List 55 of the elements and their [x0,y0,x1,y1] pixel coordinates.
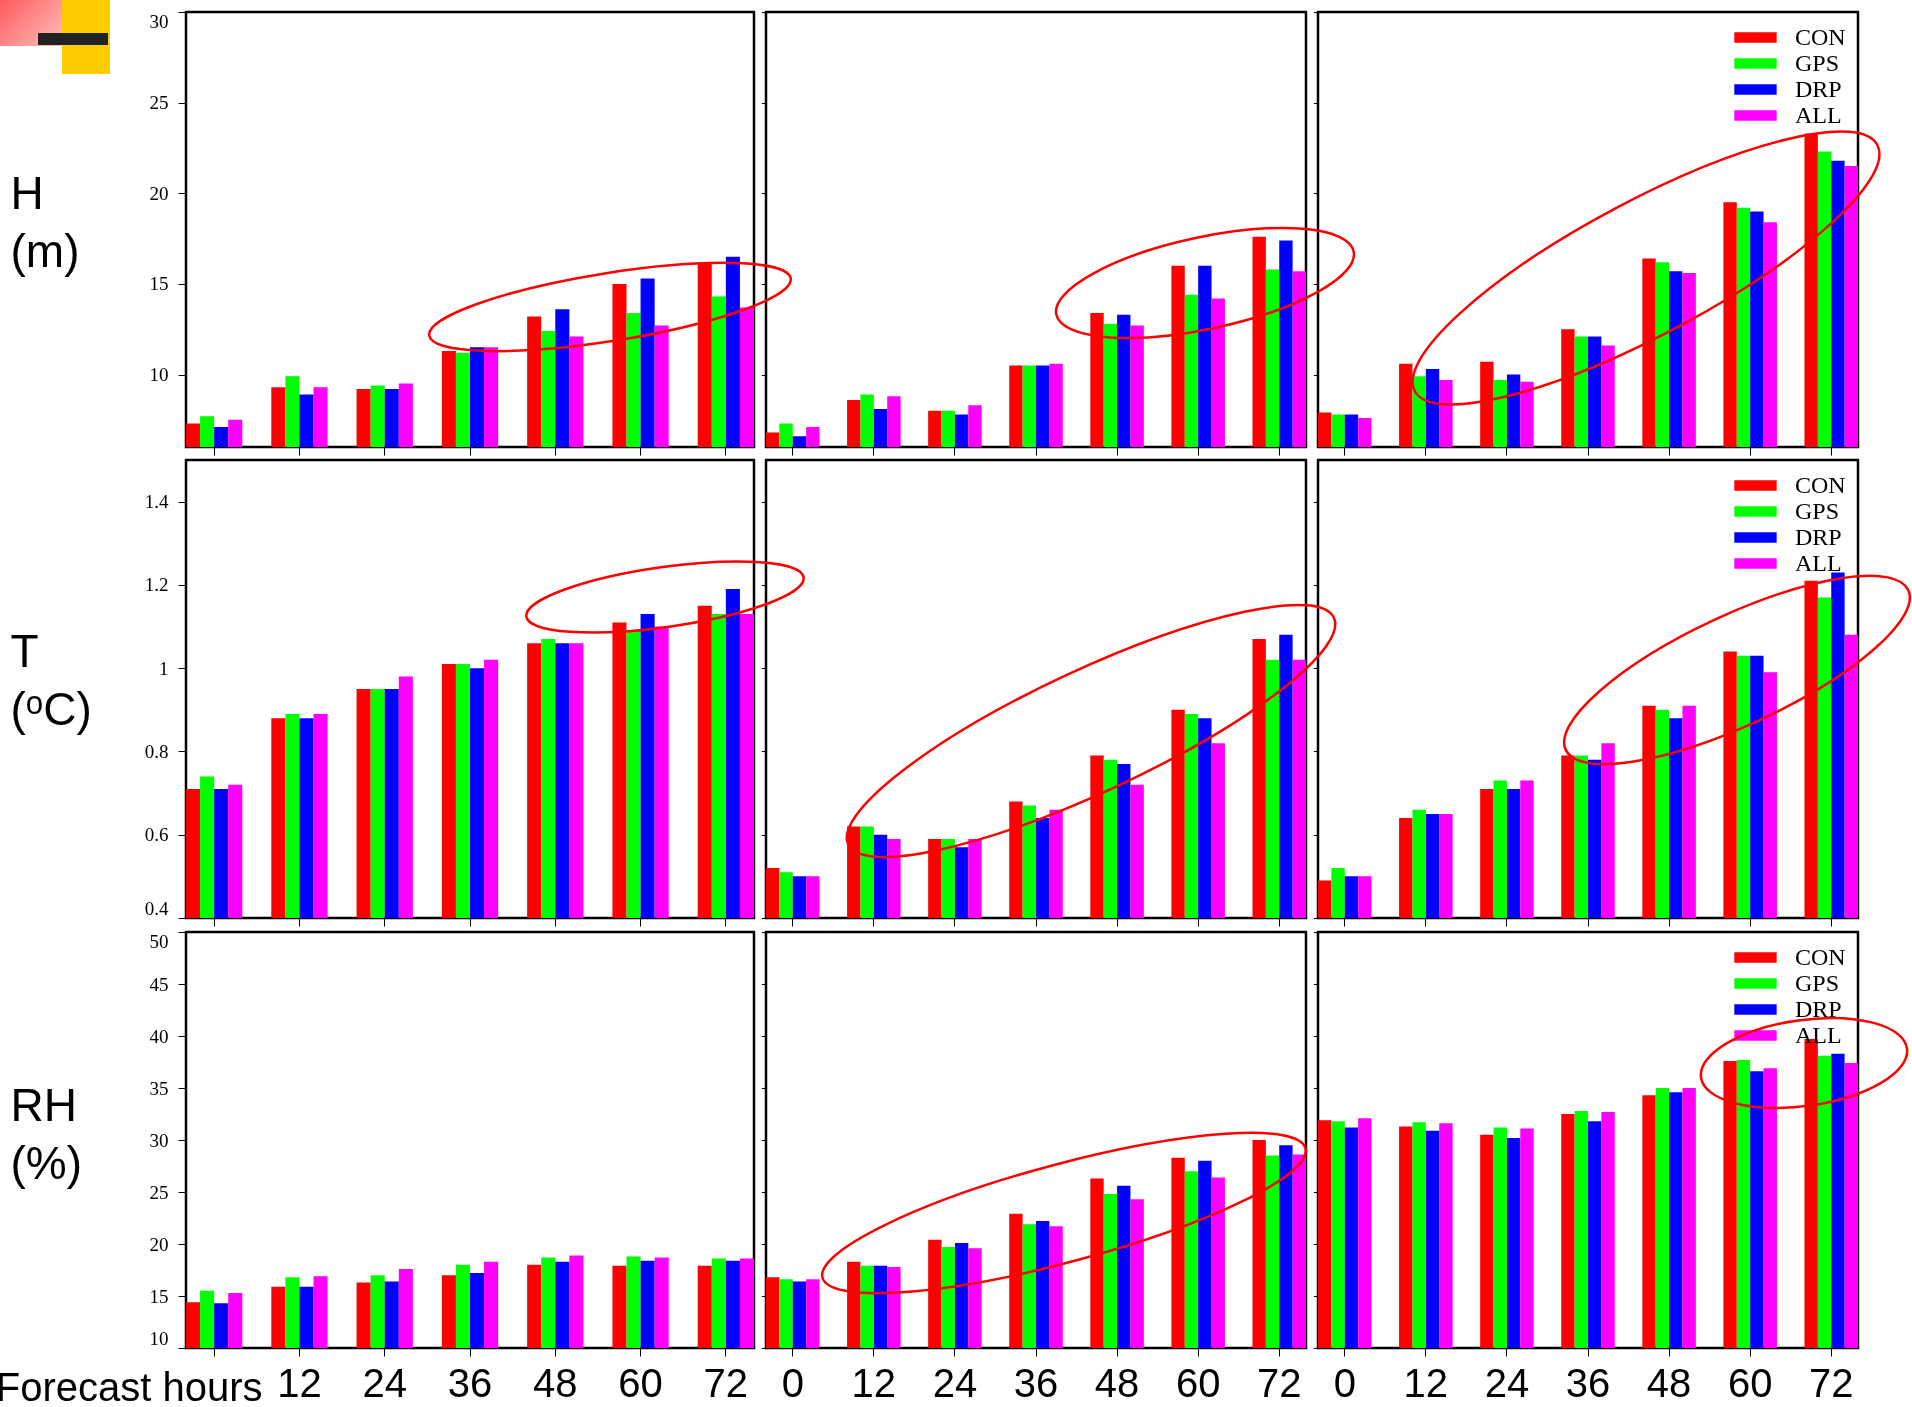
legend-label: ALL [1795,549,1842,576]
y-tick-label: 1.2 [144,574,169,596]
x-tick-label: 60 [618,1360,663,1405]
x-tick-label: 36 [1013,1360,1059,1405]
y-tick-label: 1.4 [144,491,169,513]
x-tick-label: 0 [781,1360,804,1405]
legend-label: CON [1795,471,1846,498]
y-tick-label: 25 [149,1181,169,1203]
x-tick-label: 60 [1175,1360,1221,1405]
legend-label: CON [1795,23,1846,50]
y-tick-label: 40 [149,1025,169,1047]
x-tick-label: 48 [1646,1360,1692,1405]
y-tick-label: 30 [149,1129,169,1151]
legend-label: GPS [1795,49,1840,76]
y-tick-label: 10 [149,1327,169,1349]
y-tick-label: 0.4 [144,897,169,919]
x-tick-label: 0 [1333,1360,1356,1405]
x-tick-label: 36 [447,1360,493,1405]
y-tick-label: 0.8 [144,740,169,762]
y-tick-label: 50 [149,930,169,952]
x-tick-label: 24 [362,1360,407,1405]
x-tick-label: 12 [1403,1360,1449,1405]
legend-label: GPS [1795,969,1840,996]
legend-label: DRP [1795,523,1842,550]
legend-label: DRP [1795,995,1842,1022]
x-tick-label: 48 [533,1360,578,1405]
y-axis-title: H (m) [10,167,80,278]
legend-label: CON [1795,943,1846,970]
y-axis-title: RH (%) [10,1079,83,1190]
x-tick-label: 60 [1727,1360,1773,1405]
y-tick-label: 15 [149,1285,169,1307]
y-tick-label: 35 [149,1077,169,1099]
y-tick-label: 30 [149,10,169,32]
y-tick-label: 10 [149,364,169,385]
y-tick-label: 25 [149,92,169,114]
x-tick-label: 12 [851,1360,897,1405]
legend-label: GPS [1795,497,1840,524]
legend-label: ALL [1795,1021,1842,1048]
y-tick-label: 15 [149,273,169,295]
y-tick-label: 1 [159,657,169,679]
y-tick-label: 0.6 [144,824,169,846]
x-tick-label: 72 [1808,1360,1854,1405]
x-tick-label: 12 [277,1360,322,1405]
y-tick-label: 20 [149,182,169,204]
x-tick-label: 24 [1484,1360,1530,1405]
legend-label: DRP [1795,75,1842,102]
x-tick-label: 72 [703,1360,749,1405]
y-axis-title: T (ᵒC) [10,624,92,735]
x-tick-label: 48 [1094,1360,1140,1405]
x-tick-label: 72 [1256,1360,1302,1405]
x-tick-label: 36 [1565,1360,1611,1405]
y-tick-label: 20 [149,1233,169,1255]
legend-label: ALL [1795,101,1842,128]
x-tick-label: 24 [932,1360,978,1405]
y-tick-label: 45 [149,973,169,995]
